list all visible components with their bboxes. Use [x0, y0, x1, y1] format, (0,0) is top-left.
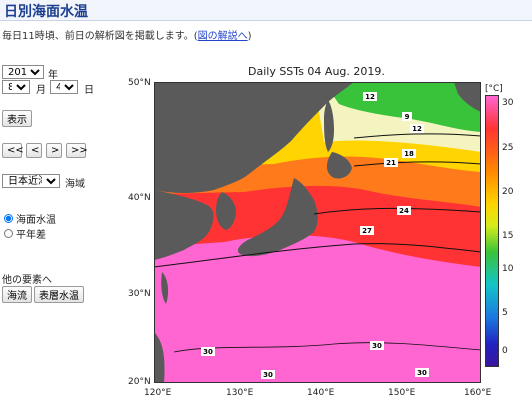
lat-label: 40°N [128, 193, 151, 203]
contour-label: 18 [404, 150, 414, 158]
contour-label: 30 [263, 371, 273, 379]
colorbar-tick: 0 [502, 346, 508, 356]
mode-sst-label: 海面水温 [16, 215, 56, 226]
lon-label: 140°E [307, 388, 335, 398]
description-text: 毎日11時頃、前日の解析図を掲載します。( [2, 31, 198, 42]
day-select[interactable]: 4 [50, 80, 78, 94]
hokkaido-land [326, 152, 352, 179]
lon-label: 160°E [464, 388, 492, 398]
year-select[interactable]: 2019 [2, 65, 44, 79]
colorbar-tick: 15 [502, 231, 514, 241]
contour-label: 9 [405, 113, 410, 121]
month-select[interactable]: 8 [2, 80, 30, 94]
colorbar-tick: 30 [502, 98, 514, 108]
explanation-link[interactable]: 図の解説へ [197, 31, 248, 42]
mode-anomaly-radio[interactable] [4, 229, 13, 238]
contour-label: 30 [203, 348, 213, 356]
current-button[interactable]: 海流 [2, 286, 32, 303]
contour-label: 27 [362, 227, 372, 235]
sakhalin-land [324, 100, 334, 152]
contour-label: 12 [412, 125, 422, 133]
contour-line [313, 207, 481, 215]
kamchatka-land [454, 82, 481, 112]
contour-line [173, 342, 481, 353]
day-label: 日 [84, 85, 94, 96]
mode-sst-radio[interactable] [4, 214, 13, 223]
japan-land [237, 178, 318, 257]
contour-line [353, 161, 481, 167]
prev-day-button[interactable]: < [26, 143, 42, 158]
contour-line [353, 133, 481, 139]
display-button[interactable]: 表示 [2, 110, 32, 127]
area-label: 海域 [65, 179, 85, 190]
description-suffix: ) [247, 31, 252, 42]
contour-label: 12 [365, 93, 375, 101]
colorbar-tick: 10 [502, 264, 514, 274]
colorbar-tick: 20 [502, 187, 514, 197]
colorbar [485, 95, 499, 367]
year-label: 年 [48, 70, 58, 81]
taiwan-land [161, 272, 169, 304]
next-day-button[interactable]: > [46, 143, 62, 158]
description: 毎日11時頃、前日の解析図を掲載します。(図の解説へ) [2, 27, 252, 42]
map-frame [154, 82, 481, 383]
lon-label: 120°E [144, 388, 172, 398]
contour-line [154, 243, 481, 268]
lat-label: 30°N [128, 289, 151, 299]
lon-label: 130°E [226, 388, 254, 398]
colorbar-unit: [°C] [485, 84, 503, 94]
lon-label: 150°E [388, 388, 416, 398]
mode-sst[interactable]: 海面水温 [4, 211, 56, 226]
lat-label: 20°N [128, 377, 151, 387]
surface-temp-button[interactable]: 表層水温 [34, 286, 84, 303]
contour-label: 21 [386, 159, 396, 167]
month-label: 月 [36, 85, 46, 96]
sst-map: 12 9 12 18 21 24 27 30 30 30 30 [154, 82, 481, 383]
area-select[interactable]: 日本近海 [2, 174, 60, 188]
contour-label: 30 [372, 342, 382, 350]
mode-anomaly[interactable]: 平年差 [4, 226, 46, 241]
korea-land [216, 192, 236, 230]
other-elements-label: 他の要素へ [2, 275, 52, 286]
title-bar: 日別海面水温 [0, 0, 532, 21]
mode-anomaly-label: 平年差 [16, 230, 46, 241]
page-title: 日別海面水温 [4, 4, 88, 20]
last-day-button[interactable]: >> [66, 143, 88, 158]
lat-label: 50°N [128, 78, 151, 88]
map-title: Daily SSTs 04 Aug. 2019. [248, 65, 385, 78]
contour-label: 30 [417, 369, 427, 377]
philippines-land [154, 332, 165, 383]
colorbar-tick: 25 [502, 143, 514, 153]
colorbar-tick: 5 [502, 308, 508, 318]
asia-land [154, 82, 354, 193]
first-day-button[interactable]: << [2, 143, 24, 158]
contour-label: 24 [399, 207, 409, 215]
china-coast [154, 190, 214, 260]
